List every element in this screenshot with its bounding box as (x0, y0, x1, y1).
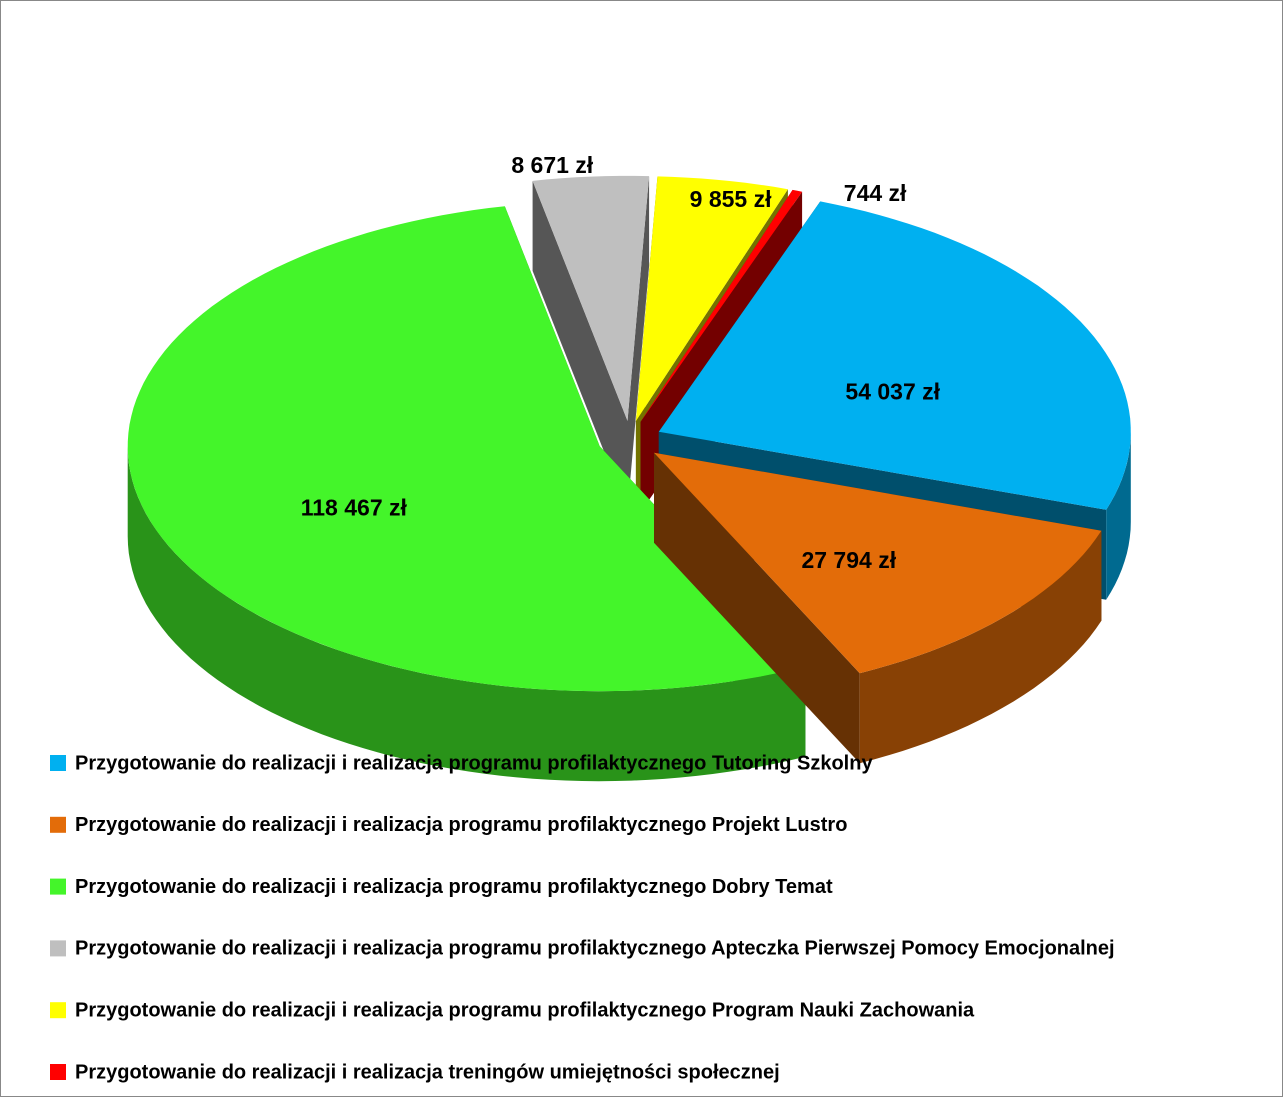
legend-swatch (50, 1002, 66, 1019)
legend-label: Przygotowanie do realizacji i realizacja… (75, 876, 833, 898)
slice (127, 206, 806, 782)
data-label: 118 467 zł (301, 494, 408, 520)
pie-slice (127, 206, 806, 692)
legend-swatch (50, 755, 66, 771)
slice (654, 452, 1102, 764)
legend-swatch (50, 816, 66, 833)
data-label: 8 671 zł (511, 152, 593, 178)
slice-side (532, 180, 628, 511)
data-label: 27 794 zł (801, 547, 896, 573)
legend-swatch (50, 940, 66, 957)
legend-label: Przygotowanie do realizacji i realizacja… (75, 752, 873, 774)
data-label: 744 zł (844, 180, 907, 206)
slice-side (654, 452, 860, 764)
legend-label: Przygotowanie do realizacji i realizacja… (75, 999, 975, 1021)
slice (532, 175, 650, 511)
slice-wall (859, 530, 1102, 764)
pie-slice (532, 175, 650, 421)
pie-slice (635, 176, 788, 422)
legend-label: Przygotowanie do realizacji i realizacja… (75, 814, 847, 836)
slice-wall (127, 446, 806, 782)
slice-wall (1106, 431, 1131, 600)
legend-label: Przygotowanie do realizacji i realizacja… (75, 1061, 780, 1083)
pie-slice (640, 189, 803, 422)
slice-side (627, 176, 650, 511)
pie-slice (658, 201, 1131, 510)
legend-swatch (50, 1064, 66, 1080)
legend-label: Przygotowanie do realizacji i realizacja… (75, 938, 1115, 960)
data-label: 54 037 zł (845, 378, 940, 404)
pie-slice (654, 452, 1102, 674)
data-label: 9 855 zł (690, 186, 772, 212)
legend-swatch (50, 878, 66, 895)
